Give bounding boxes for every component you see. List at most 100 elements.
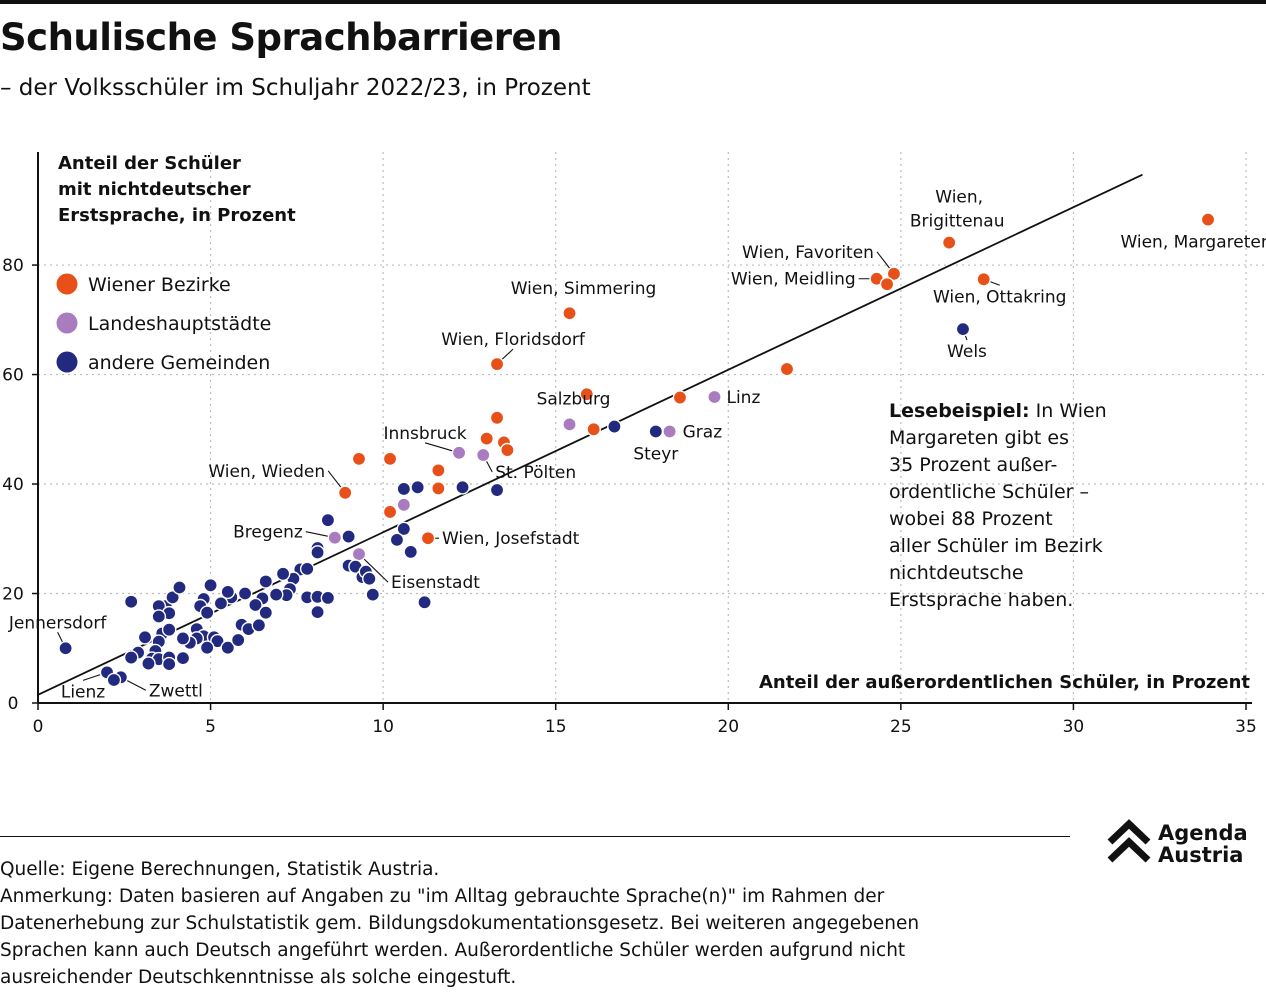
data-point-andere <box>275 566 291 582</box>
data-point-andere <box>172 580 187 595</box>
point-labels: Wien, Margareten Wien, Brigittenau Wien, Fa… <box>8 188 1266 703</box>
data-point-andere <box>237 586 253 601</box>
point-label: Bregenz <box>233 523 303 543</box>
data-point-wien <box>382 504 398 520</box>
data-point-andere <box>320 512 336 528</box>
x-tick-label: 15 <box>545 717 567 737</box>
y-tick-label: 40 <box>2 475 24 495</box>
x-tick-label: 35 <box>1235 717 1257 737</box>
data-point-andere <box>165 590 180 605</box>
data-point-andere <box>320 590 336 606</box>
data-point-hauptstadt <box>562 417 577 432</box>
point-label: Salzburg <box>537 389 611 409</box>
point-label: Wien, Margareten <box>1120 233 1266 253</box>
data-point-andere <box>210 633 225 649</box>
data-point-andere <box>955 321 971 337</box>
data-point-andere <box>175 631 191 646</box>
x-axis-label: Anteil der außerordentlichen Schüler, in… <box>759 672 1250 693</box>
x-axis-title: Anteil der außerordentlichen Schüler, in… <box>759 672 1250 693</box>
footer-rule <box>0 836 1070 837</box>
data-point-andere <box>123 594 139 610</box>
annotation-bold-lead: Lesebeispiel: <box>889 400 1030 422</box>
x-tick-label: 25 <box>890 717 912 737</box>
data-point-andere <box>310 604 325 620</box>
footer: Quelle: Eigene Berechnungen, Statistik A… <box>0 856 1060 991</box>
data-point-andere <box>648 424 664 439</box>
data-point-andere <box>268 587 284 602</box>
axes: 0 5 10 15 20 25 30 35 0 20 40 60 80 <box>2 152 1257 737</box>
legend-marker-wien <box>56 273 78 295</box>
point-label: Wien, Meidling <box>731 270 856 290</box>
agenda-austria-logo: Agenda Austria <box>1106 818 1266 868</box>
data-point-andere <box>299 561 315 577</box>
chart-title: Schulische Sprachbarrieren <box>0 16 562 59</box>
point-label: Graz <box>683 422 723 442</box>
data-point-wien <box>382 451 398 467</box>
point-label: Innsbruck <box>383 424 466 444</box>
data-point-wien <box>976 271 991 287</box>
annotation-line: nichtdeutsche <box>889 562 1024 584</box>
data-point-wien <box>431 481 446 496</box>
legend-marker-hauptstadt <box>56 312 78 334</box>
data-point-hauptstadt <box>707 389 722 405</box>
data-point-hauptstadt <box>351 546 367 562</box>
data-point-wien <box>672 390 688 405</box>
footer-note-line: Datenerhebung zur Schulstatistik gem. Bi… <box>0 913 920 934</box>
y-axis-title-line: Anteil der Schüler <box>58 153 241 174</box>
annotation-line: Erstsprache haben. <box>889 589 1073 611</box>
data-point-hauptstadt <box>662 424 677 439</box>
point-label: Linz <box>726 388 760 408</box>
data-point-andere <box>151 609 167 624</box>
point-label: Wien, <box>935 188 983 208</box>
data-point-andere <box>106 672 122 688</box>
data-point-andere <box>248 597 263 613</box>
scatter-chart: 0 5 10 15 20 25 30 35 0 20 40 60 80 Wien, Margareten… <box>2 152 1266 737</box>
data-point-andere <box>396 521 412 537</box>
data-point-andere <box>213 596 229 611</box>
data-point-hauptstadt <box>396 497 412 513</box>
annotation-line: ordentliche Schüler – <box>889 481 1089 503</box>
data-point-andere <box>607 419 622 434</box>
point-label: Lienz <box>61 682 105 702</box>
data-point-andere <box>396 481 412 497</box>
point-label: Wien, Floridsdorf <box>441 330 586 350</box>
point-label: Wien, Wieden <box>208 462 325 482</box>
data-point-wien <box>879 276 895 292</box>
data-point-andere <box>199 640 215 656</box>
point-label: Jennersdorf <box>8 613 108 633</box>
data-point-andere <box>175 650 191 666</box>
reading-example-annotation: Lesebeispiel: In Wien Margareten gibt es 3… <box>889 400 1107 611</box>
logo-line-1: Agenda <box>1158 821 1248 845</box>
data-points <box>58 212 1216 688</box>
footer-note-line: Anmerkung: Daten basieren auf Angaben zu… <box>0 886 885 907</box>
data-point-andere <box>161 656 177 672</box>
annotation-line: Margareten gibt es <box>889 427 1069 449</box>
legend-marker-andere <box>56 351 78 373</box>
y-axis-title-line: mit nichtdeutscher <box>58 179 251 200</box>
x-tick-label: 10 <box>372 717 394 737</box>
y-tick-label: 20 <box>2 585 24 605</box>
data-point-hauptstadt <box>475 447 491 463</box>
x-tick-label: 20 <box>717 717 739 737</box>
data-point-andere <box>199 605 215 620</box>
annotation-line: wobei 88 Prozent <box>889 508 1053 530</box>
data-point-andere <box>203 578 218 593</box>
data-point-hauptstadt <box>451 445 467 461</box>
data-point-andere <box>58 640 73 656</box>
x-tick-label: 0 <box>33 717 44 737</box>
point-label: Wels <box>947 342 987 362</box>
legend-label: andere Gemeinden <box>88 352 270 374</box>
data-point-wien <box>1200 212 1216 227</box>
data-point-andere <box>251 617 267 633</box>
point-label: Wien, Josefstadt <box>442 529 580 549</box>
data-point-andere <box>123 650 139 665</box>
annotation-first-line-rest: In Wien <box>1030 400 1107 422</box>
y-axis-label: Anteil der Schüler mit nichtdeutscher Erst… <box>58 153 296 226</box>
data-point-andere <box>220 640 236 656</box>
point-label: Zwettl <box>149 681 203 701</box>
logo-text: Agenda Austria <box>1158 822 1248 866</box>
point-label: Wien, Simmering <box>511 279 657 299</box>
point-label: Wien, Favoriten <box>742 243 874 263</box>
data-point-andere <box>141 656 156 671</box>
data-point-wien <box>562 305 577 321</box>
